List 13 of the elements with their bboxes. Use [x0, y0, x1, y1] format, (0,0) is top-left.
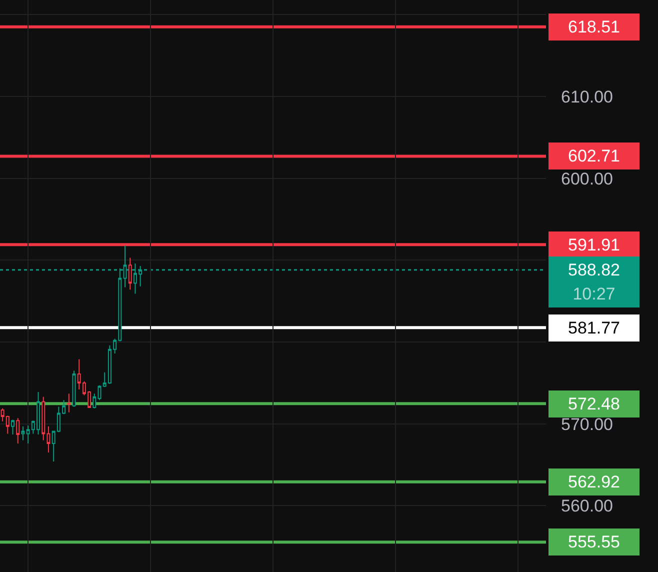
ref-line-label: 581.77 [568, 318, 620, 338]
y-tick-label: 610.00 [561, 88, 613, 107]
ref-line-label: 572.48 [568, 394, 620, 414]
ref-line-label: 555.55 [568, 532, 620, 552]
ref-line-label: 618.51 [568, 18, 620, 36]
text: 10:27 [572, 284, 616, 304]
y-tick-label: 560.00 [561, 496, 613, 516]
ref-line-label: 602.71 [568, 146, 620, 166]
ref-line-label: 591.91 [568, 236, 620, 254]
ref-line-label: 588.82 [568, 260, 620, 280]
ref-line-label: 562.92 [568, 472, 620, 492]
y-tick-label: 570.00 [561, 414, 613, 434]
y-tick-label: 600.00 [561, 169, 613, 188]
